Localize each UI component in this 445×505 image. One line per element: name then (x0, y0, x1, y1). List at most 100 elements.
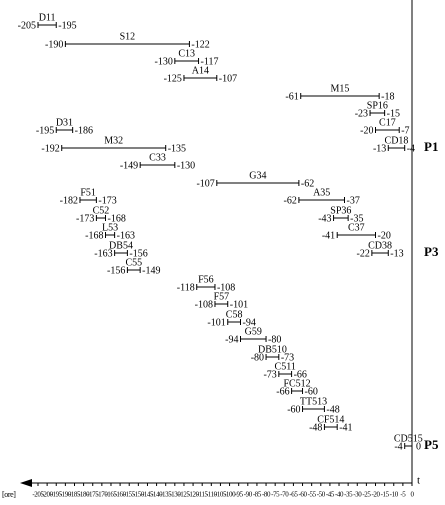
start-label: -80 (251, 352, 264, 363)
x-tick-label: -60 (298, 491, 307, 499)
x-tick-label: -40 (335, 491, 344, 499)
x-tick-label: -15 (381, 491, 390, 499)
end-label: -35 (350, 213, 363, 224)
interval-name: G59 (245, 326, 262, 337)
x-tick-label: -115 (197, 491, 209, 499)
start-label: -149 (120, 160, 138, 171)
interval-name: M15 (330, 83, 349, 94)
interval-name: A35 (313, 187, 330, 198)
interval-name: C17 (379, 117, 396, 128)
x-tick-label: -55 (308, 491, 317, 499)
end-label: -18 (381, 91, 394, 102)
start-label: -156 (107, 265, 125, 276)
x-tick-label: -50 (317, 491, 326, 499)
x-tick-label: -10 (390, 491, 399, 499)
interval-name: CF514 (317, 414, 344, 425)
interval-name: CD18 (385, 135, 409, 146)
interval-name: A14 (192, 65, 209, 76)
interval-name: F57 (214, 291, 230, 302)
interval-name: TT513 (300, 396, 327, 407)
x-tick-label: -80 (262, 491, 271, 499)
end-label: -149 (142, 265, 160, 276)
start-label: -190 (45, 39, 63, 50)
interval-name: C58 (226, 309, 243, 320)
x-tick-label: -65 (289, 491, 298, 499)
x-tick-label: 0 (410, 491, 414, 499)
x-tick-label: -125 (178, 491, 190, 499)
x-tick-label: -155 (124, 491, 136, 499)
x-tick-label: -135 (160, 491, 172, 499)
x-tick-label: -100 (224, 491, 236, 499)
start-label: -43 (318, 213, 331, 224)
end-label: -122 (191, 39, 209, 50)
end-label: -135 (168, 143, 186, 154)
interval-name: S12 (120, 31, 136, 42)
x-tick-label: -185 (69, 491, 81, 499)
end-label: -163 (117, 230, 135, 241)
interval-name: C33 (149, 152, 166, 163)
start-label: -23 (355, 108, 368, 119)
interval-name: G34 (249, 170, 266, 181)
group-label: P3 (424, 244, 439, 259)
x-tick-label: -95 (235, 491, 244, 499)
end-label: -15 (387, 108, 400, 119)
x-axis-label: [ore] (2, 490, 16, 499)
end-label: -13 (390, 248, 403, 259)
x-tick-label: -35 (344, 491, 353, 499)
end-label: -73 (281, 352, 294, 363)
interval-name: CD515 (394, 433, 423, 444)
x-tick-label: -140 (151, 491, 163, 499)
x-tick-label: -160 (114, 491, 126, 499)
x-tick-label: -145 (142, 491, 154, 499)
start-label: -125 (164, 73, 182, 84)
start-label: -195 (36, 125, 54, 136)
x-tick-label: -105 (215, 491, 227, 499)
interval-name: C511 (275, 361, 296, 372)
end-label: -41 (339, 422, 352, 433)
x-tick-label: -180 (78, 491, 90, 499)
interval-name: F51 (80, 187, 96, 198)
end-label: -66 (294, 369, 307, 380)
x-tick-label: -90 (244, 491, 253, 499)
end-label: -173 (98, 195, 116, 206)
end-label: -117 (201, 56, 219, 67)
interval-name: FC512 (283, 378, 310, 389)
x-tick-label: -170 (96, 491, 108, 499)
end-label: -195 (58, 20, 76, 31)
start-label: -107 (196, 178, 214, 189)
interval-name: F56 (198, 274, 214, 285)
x-tick-label: -5 (400, 491, 406, 499)
x-tick-label: -75 (271, 491, 280, 499)
start-label: -20 (360, 125, 373, 136)
group-label: P1 (424, 139, 438, 154)
interval-name: SP36 (330, 205, 351, 216)
interval-name: CD38 (368, 240, 392, 251)
start-label: -173 (76, 213, 94, 224)
end-label: -20 (378, 230, 391, 241)
interval-name: D31 (56, 117, 73, 128)
start-label: -13 (373, 143, 386, 154)
x-end-label: t (417, 475, 420, 487)
end-label: -80 (268, 334, 281, 345)
x-tick-label: -70 (280, 491, 289, 499)
x-tick-label: -200 (42, 491, 54, 499)
start-label: -205 (18, 20, 36, 31)
start-label: -182 (60, 195, 78, 206)
x-tick-label: -25 (362, 491, 371, 499)
end-label: -130 (177, 160, 195, 171)
interval-name: C13 (178, 48, 195, 59)
start-label: -101 (207, 317, 225, 328)
x-tick-label: -165 (105, 491, 117, 499)
end-label: -108 (217, 282, 235, 293)
start-label: -60 (287, 404, 300, 415)
group-label: P5 (424, 437, 439, 452)
start-label: -168 (85, 230, 103, 241)
x-tick-label: -85 (253, 491, 262, 499)
start-label: -192 (41, 143, 59, 154)
x-tick-label: -45 (326, 491, 335, 499)
interval-name: C55 (125, 257, 142, 268)
interval-name: DB510 (258, 344, 287, 355)
start-label: -66 (276, 386, 289, 397)
end-label: -48 (326, 404, 339, 415)
